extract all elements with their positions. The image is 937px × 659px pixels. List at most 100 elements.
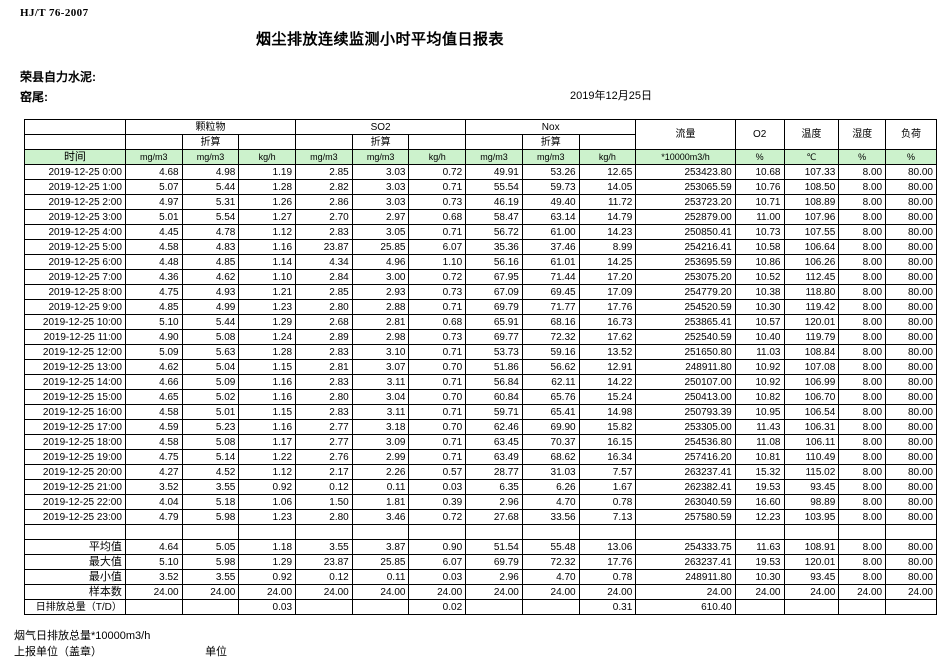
cell-value: 106.26: [783, 254, 840, 270]
cell-value: 80.00: [885, 329, 937, 345]
cell-value: 80.00: [885, 269, 937, 285]
cell-value: 1.17: [238, 434, 297, 450]
cell-value: 23.87: [295, 239, 353, 255]
cell-value: 2.77: [295, 419, 353, 435]
cell-value: 8.00: [838, 299, 887, 315]
table-converted-header-row: 折算 折算 折算: [24, 134, 937, 150]
unit-nox-measured: mg/m3: [465, 149, 523, 165]
cell-value: 103.95: [783, 509, 840, 525]
daily-total-cell-value: 0.03: [238, 599, 297, 615]
cell-value: 4.68: [124, 164, 183, 180]
cell-value: 8.00: [838, 239, 887, 255]
cell-value: 115.02: [783, 464, 840, 480]
summary-cell-value: 4.64: [124, 539, 183, 555]
summary-row: 样本数 24.00 24.00 24.00 24.00 24.00 24.00 24.00 24…: [24, 584, 937, 600]
cell-value: 10.40: [734, 329, 785, 345]
cell-value: 5.09: [181, 374, 240, 390]
unit-humidity: %: [838, 149, 887, 165]
cell-value: 2.80: [295, 509, 353, 525]
summary-cell-value: 11.63: [734, 539, 785, 555]
cell-value: 2.76: [295, 449, 353, 465]
cell-value: 1.28: [238, 344, 297, 360]
cell-time: 2019-12-25 0:00: [24, 164, 126, 180]
summary-cell-value: 24.00: [238, 584, 297, 600]
summary-cell-value: 24.00: [635, 584, 736, 600]
daily-total-label: 日排放总量（T/D）: [24, 599, 126, 615]
spacer-cell: [521, 524, 580, 540]
cell-value: 0.12: [295, 479, 353, 495]
table-row: 2019-12-25 10:00 5.10 5.44 1.29 2.68 2.81 0.68…: [24, 314, 937, 330]
cell-value: 108.84: [783, 344, 840, 360]
spacer-cell: [635, 524, 736, 540]
cell-value: 72.32: [521, 329, 580, 345]
cell-value: 0.73: [408, 194, 467, 210]
cell-value: 1.14: [238, 254, 297, 270]
summary-cell-value: 3.55: [181, 569, 240, 585]
standard-code: HJ/T 76-2007: [20, 7, 89, 19]
cell-value: 252879.00: [635, 209, 736, 225]
spacer-cell: [295, 524, 353, 540]
cell-value: 8.00: [838, 179, 887, 195]
cell-value: 14.25: [578, 254, 637, 270]
cell-value: 5.31: [181, 194, 240, 210]
cell-value: 8.00: [838, 389, 887, 405]
cell-value: 80.00: [885, 209, 937, 225]
cell-value: 80.00: [885, 419, 937, 435]
cell-time: 2019-12-25 23:00: [24, 509, 126, 525]
summary-cell-value: 72.32: [521, 554, 580, 570]
cell-value: 0.71: [408, 374, 467, 390]
cell-value: 250107.00: [635, 374, 736, 390]
cell-value: 8.00: [838, 194, 887, 210]
particulate-measured-blank: [124, 134, 183, 150]
cell-value: 31.03: [521, 464, 580, 480]
summary-cell-value: 13.06: [578, 539, 637, 555]
nox-measured-blank: [465, 134, 523, 150]
cell-value: 250850.41: [635, 224, 736, 240]
cell-value: 106.11: [783, 434, 840, 450]
cell-value: 8.00: [838, 314, 887, 330]
summary-cell-value: 120.01: [783, 554, 840, 570]
cell-value: 8.00: [838, 269, 887, 285]
cell-value: 4.52: [181, 464, 240, 480]
cell-value: 4.62: [124, 359, 183, 375]
cell-value: 0.11: [351, 479, 410, 495]
cell-value: 2.85: [295, 284, 353, 300]
cell-value: 5.09: [124, 344, 183, 360]
cell-value: 65.91: [465, 314, 523, 330]
cell-value: 80.00: [885, 194, 937, 210]
summary-cell-value: 17.76: [578, 554, 637, 570]
cell-value: 4.48: [124, 254, 183, 270]
cell-value: 4.34: [295, 254, 353, 270]
summary-cell-value: 24.00: [465, 584, 523, 600]
cell-value: 63.14: [521, 209, 580, 225]
cell-value: 1.12: [238, 224, 297, 240]
report-date: 2019年12月25日: [570, 90, 652, 102]
cell-value: 10.52: [734, 269, 785, 285]
summary-cell-value: 24.00: [885, 584, 937, 600]
cell-value: 71.77: [521, 299, 580, 315]
summary-cell-value: 24.00: [351, 584, 410, 600]
table-row: 2019-12-25 22:00 4.04 5.18 1.06 1.50 1.81 0.39…: [24, 494, 937, 510]
cell-value: 112.45: [783, 269, 840, 285]
cell-value: 11.00: [734, 209, 785, 225]
summary-cell-value: 55.48: [521, 539, 580, 555]
cell-value: 1.16: [238, 389, 297, 405]
unit-so2-measured: mg/m3: [295, 149, 353, 165]
cell-value: 0.72: [408, 509, 467, 525]
so2-converted-label: 折算: [351, 134, 410, 150]
cell-value: 1.21: [238, 284, 297, 300]
cell-value: 5.08: [181, 434, 240, 450]
cell-value: 1.16: [238, 374, 297, 390]
cell-value: 80.00: [885, 404, 937, 420]
cell-value: 28.77: [465, 464, 523, 480]
cell-value: 107.96: [783, 209, 840, 225]
daily-total-cell-value: [885, 599, 937, 615]
cell-value: 0.92: [238, 479, 297, 495]
table-spacer-row: [24, 524, 937, 540]
cell-value: 110.49: [783, 449, 840, 465]
cell-value: 1.67: [578, 479, 637, 495]
cell-value: 262382.41: [635, 479, 736, 495]
cell-value: 4.45: [124, 224, 183, 240]
cell-value: 1.19: [238, 164, 297, 180]
cell-value: 51.86: [465, 359, 523, 375]
